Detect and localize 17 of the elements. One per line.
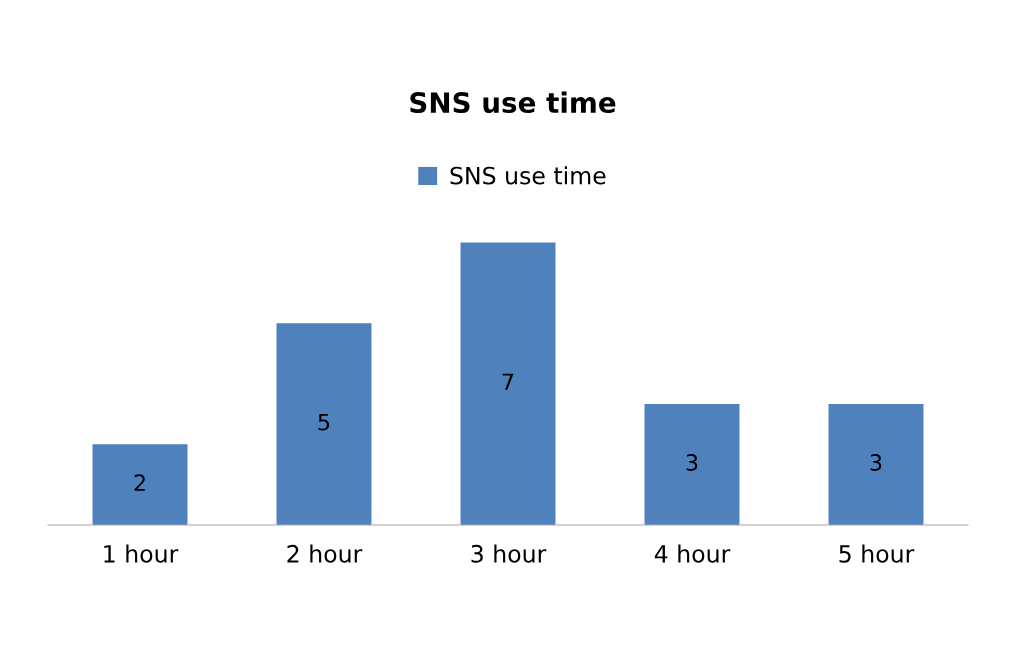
x-tick-label: 4 hour: [654, 544, 731, 563]
bar: [276, 323, 372, 525]
bar: [460, 242, 556, 525]
bar: [92, 444, 188, 525]
data-label: 3: [870, 454, 882, 471]
x-tick-label: 3 hour: [471, 544, 547, 563]
x-tick-label: 1 hour: [104, 544, 179, 563]
x-tick-label: 5 hour: [839, 544, 915, 563]
data-label: 2: [134, 474, 145, 491]
data-label: 5: [318, 414, 330, 431]
bar: [828, 403, 924, 525]
chart-title: SNS use time: [410, 91, 616, 114]
data-label: 7: [502, 373, 514, 390]
data-label: 3: [686, 454, 698, 471]
bar: [644, 403, 740, 525]
x-tick-label: 2 hour: [287, 544, 363, 563]
legend-label: SNS use time: [450, 166, 606, 185]
